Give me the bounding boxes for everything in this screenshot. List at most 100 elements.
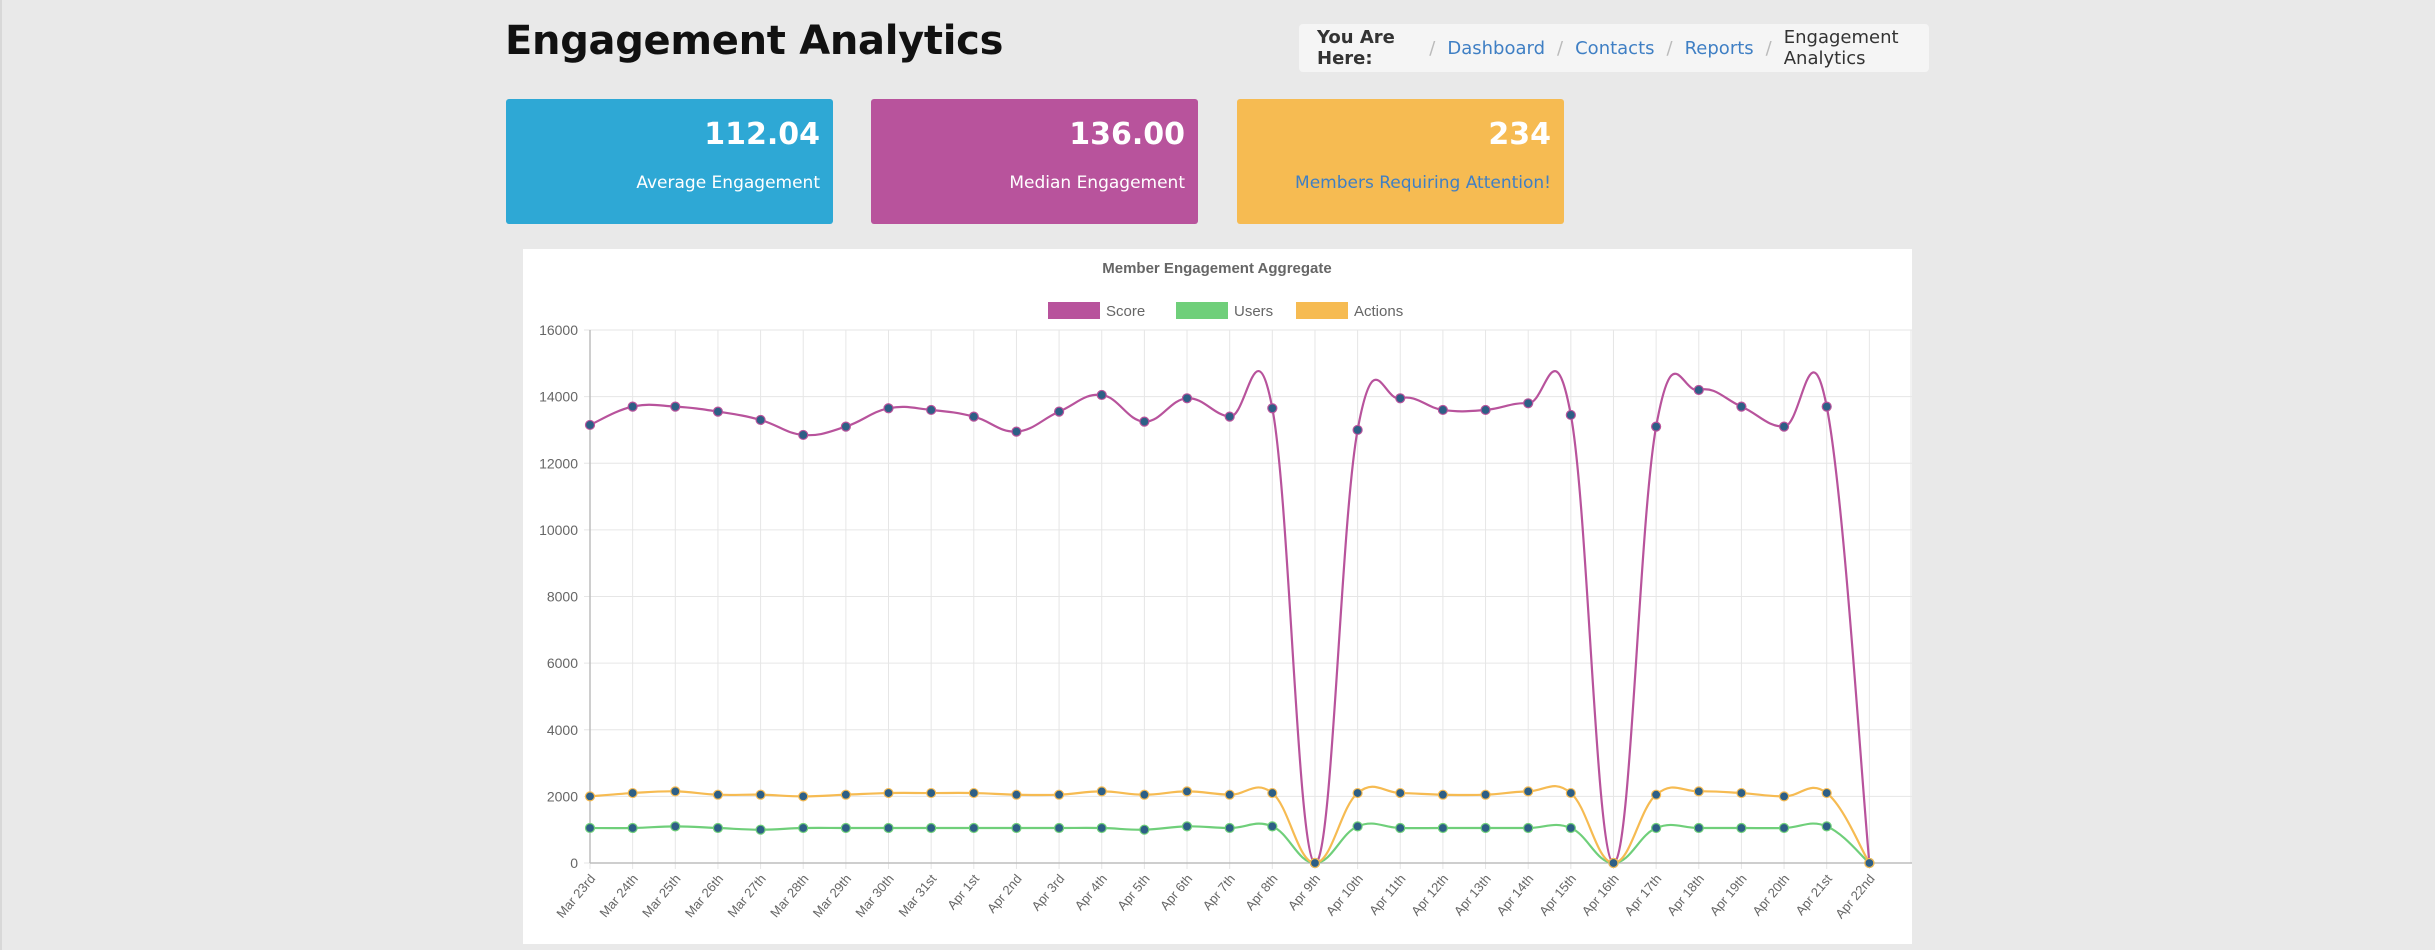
data-point-users (1267, 821, 1278, 832)
data-point-users (670, 821, 681, 832)
y-tick-label: 8000 (547, 589, 578, 605)
data-point-actions (1608, 857, 1619, 869)
x-tick-label: Apr 17th (1621, 871, 1664, 918)
data-point-score (584, 419, 596, 431)
x-tick-label: Apr 16th (1579, 871, 1622, 918)
breadcrumb-lead: You Are Here: (1317, 27, 1395, 69)
data-point-score (798, 429, 809, 441)
data-point-score (1736, 401, 1747, 412)
legend-swatch-score (1048, 302, 1100, 319)
data-point-actions (798, 791, 809, 802)
data-point-users (1523, 822, 1534, 834)
data-point-users (1651, 822, 1662, 834)
data-point-actions (1395, 787, 1406, 799)
data-point-actions (1651, 789, 1662, 800)
data-point-actions (1053, 789, 1065, 800)
data-point-actions (926, 787, 937, 799)
data-point-actions (1181, 786, 1193, 797)
x-tick-label: Apr 7th (1200, 871, 1238, 913)
stat-card-median-engagement: 136.00 Median Engagement (871, 99, 1198, 224)
data-point-users (755, 824, 766, 835)
y-tick-label: 16000 (539, 322, 578, 338)
data-point-actions (968, 787, 979, 799)
breadcrumb-separator: / (1765, 37, 1772, 59)
x-tick-label: Apr 15th (1536, 871, 1579, 918)
x-tick-label: Apr 2nd (984, 871, 1025, 916)
breadcrumb-link-dashboard[interactable]: Dashboard (1447, 37, 1546, 59)
y-tick-label: 14000 (539, 389, 578, 405)
data-point-score (1224, 411, 1235, 422)
x-tick-label: Mar 28th (767, 871, 811, 920)
data-point-score (1437, 404, 1449, 416)
x-tick-label: Apr 12th (1408, 871, 1451, 918)
data-point-actions (627, 787, 638, 799)
data-point-actions (1437, 789, 1449, 800)
x-tick-label: Apr 13th (1451, 871, 1494, 918)
data-point-score (840, 421, 851, 432)
x-tick-label: Apr 19th (1707, 871, 1750, 918)
data-point-actions (1096, 786, 1107, 797)
y-tick-label: 4000 (547, 722, 578, 738)
x-tick-label: Apr 1st (944, 871, 982, 912)
y-tick-label: 2000 (547, 788, 578, 804)
data-point-actions (1011, 789, 1022, 800)
data-point-actions (840, 789, 851, 800)
data-point-score (926, 404, 937, 416)
x-tick-label: Apr 9th (1285, 871, 1323, 913)
data-point-score (1778, 421, 1790, 432)
stat-value: 112.04 (704, 117, 820, 152)
window-edge (0, 0, 2, 950)
breadcrumb-separator: / (1666, 37, 1673, 59)
x-tick-label: Mar 24th (596, 871, 640, 920)
page-title: Engagement Analytics (505, 18, 1004, 64)
data-point-actions (1864, 857, 1875, 869)
breadcrumb-separator: / (1557, 37, 1564, 59)
x-tick-label: Apr 3rd (1028, 871, 1067, 913)
data-point-actions (1352, 787, 1363, 799)
x-tick-label: Mar 25th (639, 871, 683, 920)
data-point-score (1480, 404, 1491, 416)
data-point-score (883, 403, 894, 414)
data-point-users (1139, 824, 1150, 835)
data-point-actions (1267, 787, 1278, 799)
x-tick-label: Mar 27th (724, 871, 768, 920)
x-tick-label: Apr 6th (1157, 871, 1195, 913)
data-point-users (1011, 822, 1022, 834)
data-point-users (1096, 822, 1107, 834)
data-point-users (1352, 821, 1363, 832)
data-point-actions (584, 791, 596, 802)
data-point-score (1139, 416, 1150, 427)
legend-swatch-actions (1296, 302, 1348, 319)
data-point-actions (1224, 789, 1235, 800)
data-point-users (968, 822, 979, 834)
data-point-actions (670, 786, 681, 797)
members-attention-link[interactable]: Members Requiring Attention! (1295, 173, 1551, 193)
data-point-users (1053, 822, 1065, 834)
data-point-actions (1778, 791, 1790, 802)
x-tick-label: Apr 21st (1792, 871, 1835, 918)
data-point-actions (1523, 786, 1534, 797)
data-point-actions (1565, 787, 1576, 799)
data-point-actions (1821, 787, 1832, 799)
data-point-score (1651, 421, 1662, 432)
data-point-actions (1139, 789, 1150, 800)
breadcrumb-current: Engagement Analytics (1783, 27, 1899, 69)
breadcrumb-link-reports[interactable]: Reports (1684, 37, 1754, 59)
data-point-actions (755, 789, 766, 800)
data-point-score (1053, 406, 1065, 417)
x-tick-label: Apr 10th (1323, 871, 1366, 918)
stat-label: Average Engagement (636, 173, 820, 193)
data-point-actions (1736, 787, 1747, 799)
data-point-users (712, 822, 724, 834)
x-tick-label: Apr 20th (1749, 871, 1792, 918)
y-tick-label: 6000 (547, 655, 578, 671)
data-point-score (1011, 426, 1022, 437)
series-line-score (589, 369, 1871, 865)
data-point-users (584, 822, 596, 834)
data-point-actions (883, 787, 894, 799)
data-point-users (883, 822, 894, 834)
legend-swatch-users (1176, 302, 1228, 319)
x-tick-label: Mar 29th (810, 871, 854, 920)
breadcrumb: You Are Here: / Dashboard / Contacts / R… (1299, 24, 1929, 72)
breadcrumb-link-contacts[interactable]: Contacts (1575, 37, 1655, 59)
